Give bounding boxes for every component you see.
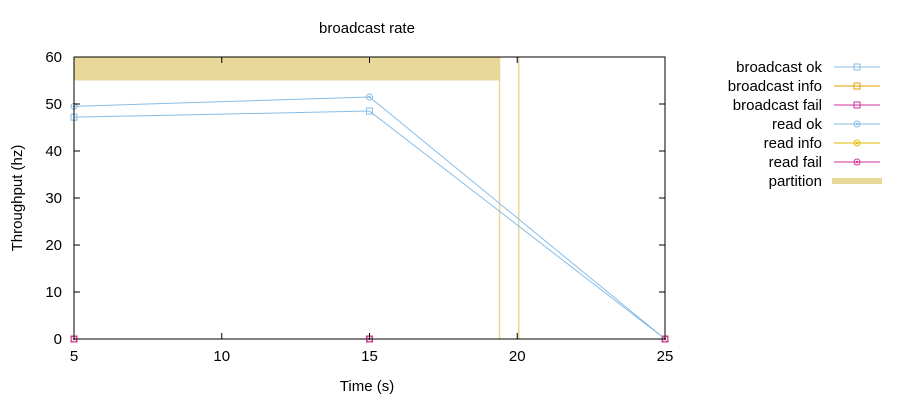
chart-title: broadcast rate bbox=[319, 20, 415, 37]
legend-marker-broadcast-ok bbox=[853, 63, 861, 71]
series-point-broadcast-ok-1 bbox=[366, 107, 373, 115]
y-tick-label-30: 30 bbox=[45, 190, 62, 207]
y-tick-label-0: 0 bbox=[54, 331, 62, 348]
legend: broadcast ok broadcast info broadcast fail… bbox=[728, 59, 882, 190]
legend-marker-broadcast-info bbox=[853, 82, 861, 90]
series-point-read-ok-1-ring bbox=[366, 93, 373, 101]
x-tick-label-20: 20 bbox=[509, 348, 526, 365]
series-point-read-ok-1 bbox=[366, 93, 373, 101]
legend-marker-read-fail bbox=[853, 158, 861, 166]
partition-band bbox=[74, 57, 500, 81]
legend-label-broadcast-info: broadcast info bbox=[728, 78, 822, 95]
legend-entry-partition: partition bbox=[769, 173, 882, 190]
legend-marker-read-fail-ring bbox=[853, 158, 861, 166]
legend-entry-broadcast-fail: broadcast fail bbox=[733, 97, 880, 114]
y-axis-label: Throughput (hz) bbox=[9, 145, 26, 252]
ticks-layer: 5 10 15 20 25 0 10 20 30 40 50 60 bbox=[45, 49, 673, 365]
series-line-broadcast-ok bbox=[73, 110, 666, 340]
legend-entry-read-info: read info bbox=[764, 135, 880, 152]
x-axis-label: Time (s) bbox=[340, 378, 394, 395]
legend-label-partition: partition bbox=[769, 173, 822, 190]
legend-marker-read-ok-ring bbox=[853, 120, 861, 128]
plot-frame bbox=[73, 56, 666, 340]
legend-entry-read-ok: read ok bbox=[772, 116, 880, 133]
x-tick-label-15: 15 bbox=[361, 348, 378, 365]
series-layer bbox=[70, 93, 669, 343]
legend-entry-broadcast-ok: broadcast ok bbox=[736, 59, 880, 76]
y-tick-label-40: 40 bbox=[45, 143, 62, 160]
legend-label-broadcast-ok: broadcast ok bbox=[736, 59, 822, 76]
legend-marker-read-ok-dot bbox=[855, 122, 859, 126]
legend-label-read-info: read info bbox=[764, 135, 822, 152]
y-tick-label-50: 50 bbox=[45, 96, 62, 113]
partition-layer bbox=[74, 57, 520, 339]
legend-marker-read-info-dot bbox=[855, 141, 859, 145]
legend-marker-read-info bbox=[853, 139, 861, 147]
legend-entry-broadcast-info: broadcast info bbox=[728, 78, 880, 95]
x-tick-label-5: 5 bbox=[70, 348, 78, 365]
legend-marker-read-ok bbox=[853, 120, 861, 128]
legend-marker-read-info-ring bbox=[853, 139, 861, 147]
y-tick-label-60: 60 bbox=[45, 49, 62, 66]
x-tick-label-10: 10 bbox=[213, 348, 230, 365]
y-tick-label-20: 20 bbox=[45, 237, 62, 254]
legend-entry-read-fail: read fail bbox=[769, 154, 880, 171]
legend-swatch-partition bbox=[832, 178, 882, 184]
y-tick-label-10: 10 bbox=[45, 284, 62, 301]
series-point-read-ok-1-dot bbox=[368, 95, 371, 99]
series-line-read-ok bbox=[73, 96, 666, 340]
legend-marker-broadcast-fail bbox=[853, 101, 861, 109]
legend-label-broadcast-fail: broadcast fail bbox=[733, 97, 822, 114]
legend-marker-read-fail-dot bbox=[855, 160, 859, 164]
legend-label-read-ok: read ok bbox=[772, 116, 823, 133]
x-tick-label-25: 25 bbox=[657, 348, 674, 365]
legend-label-read-fail: read fail bbox=[769, 154, 822, 171]
